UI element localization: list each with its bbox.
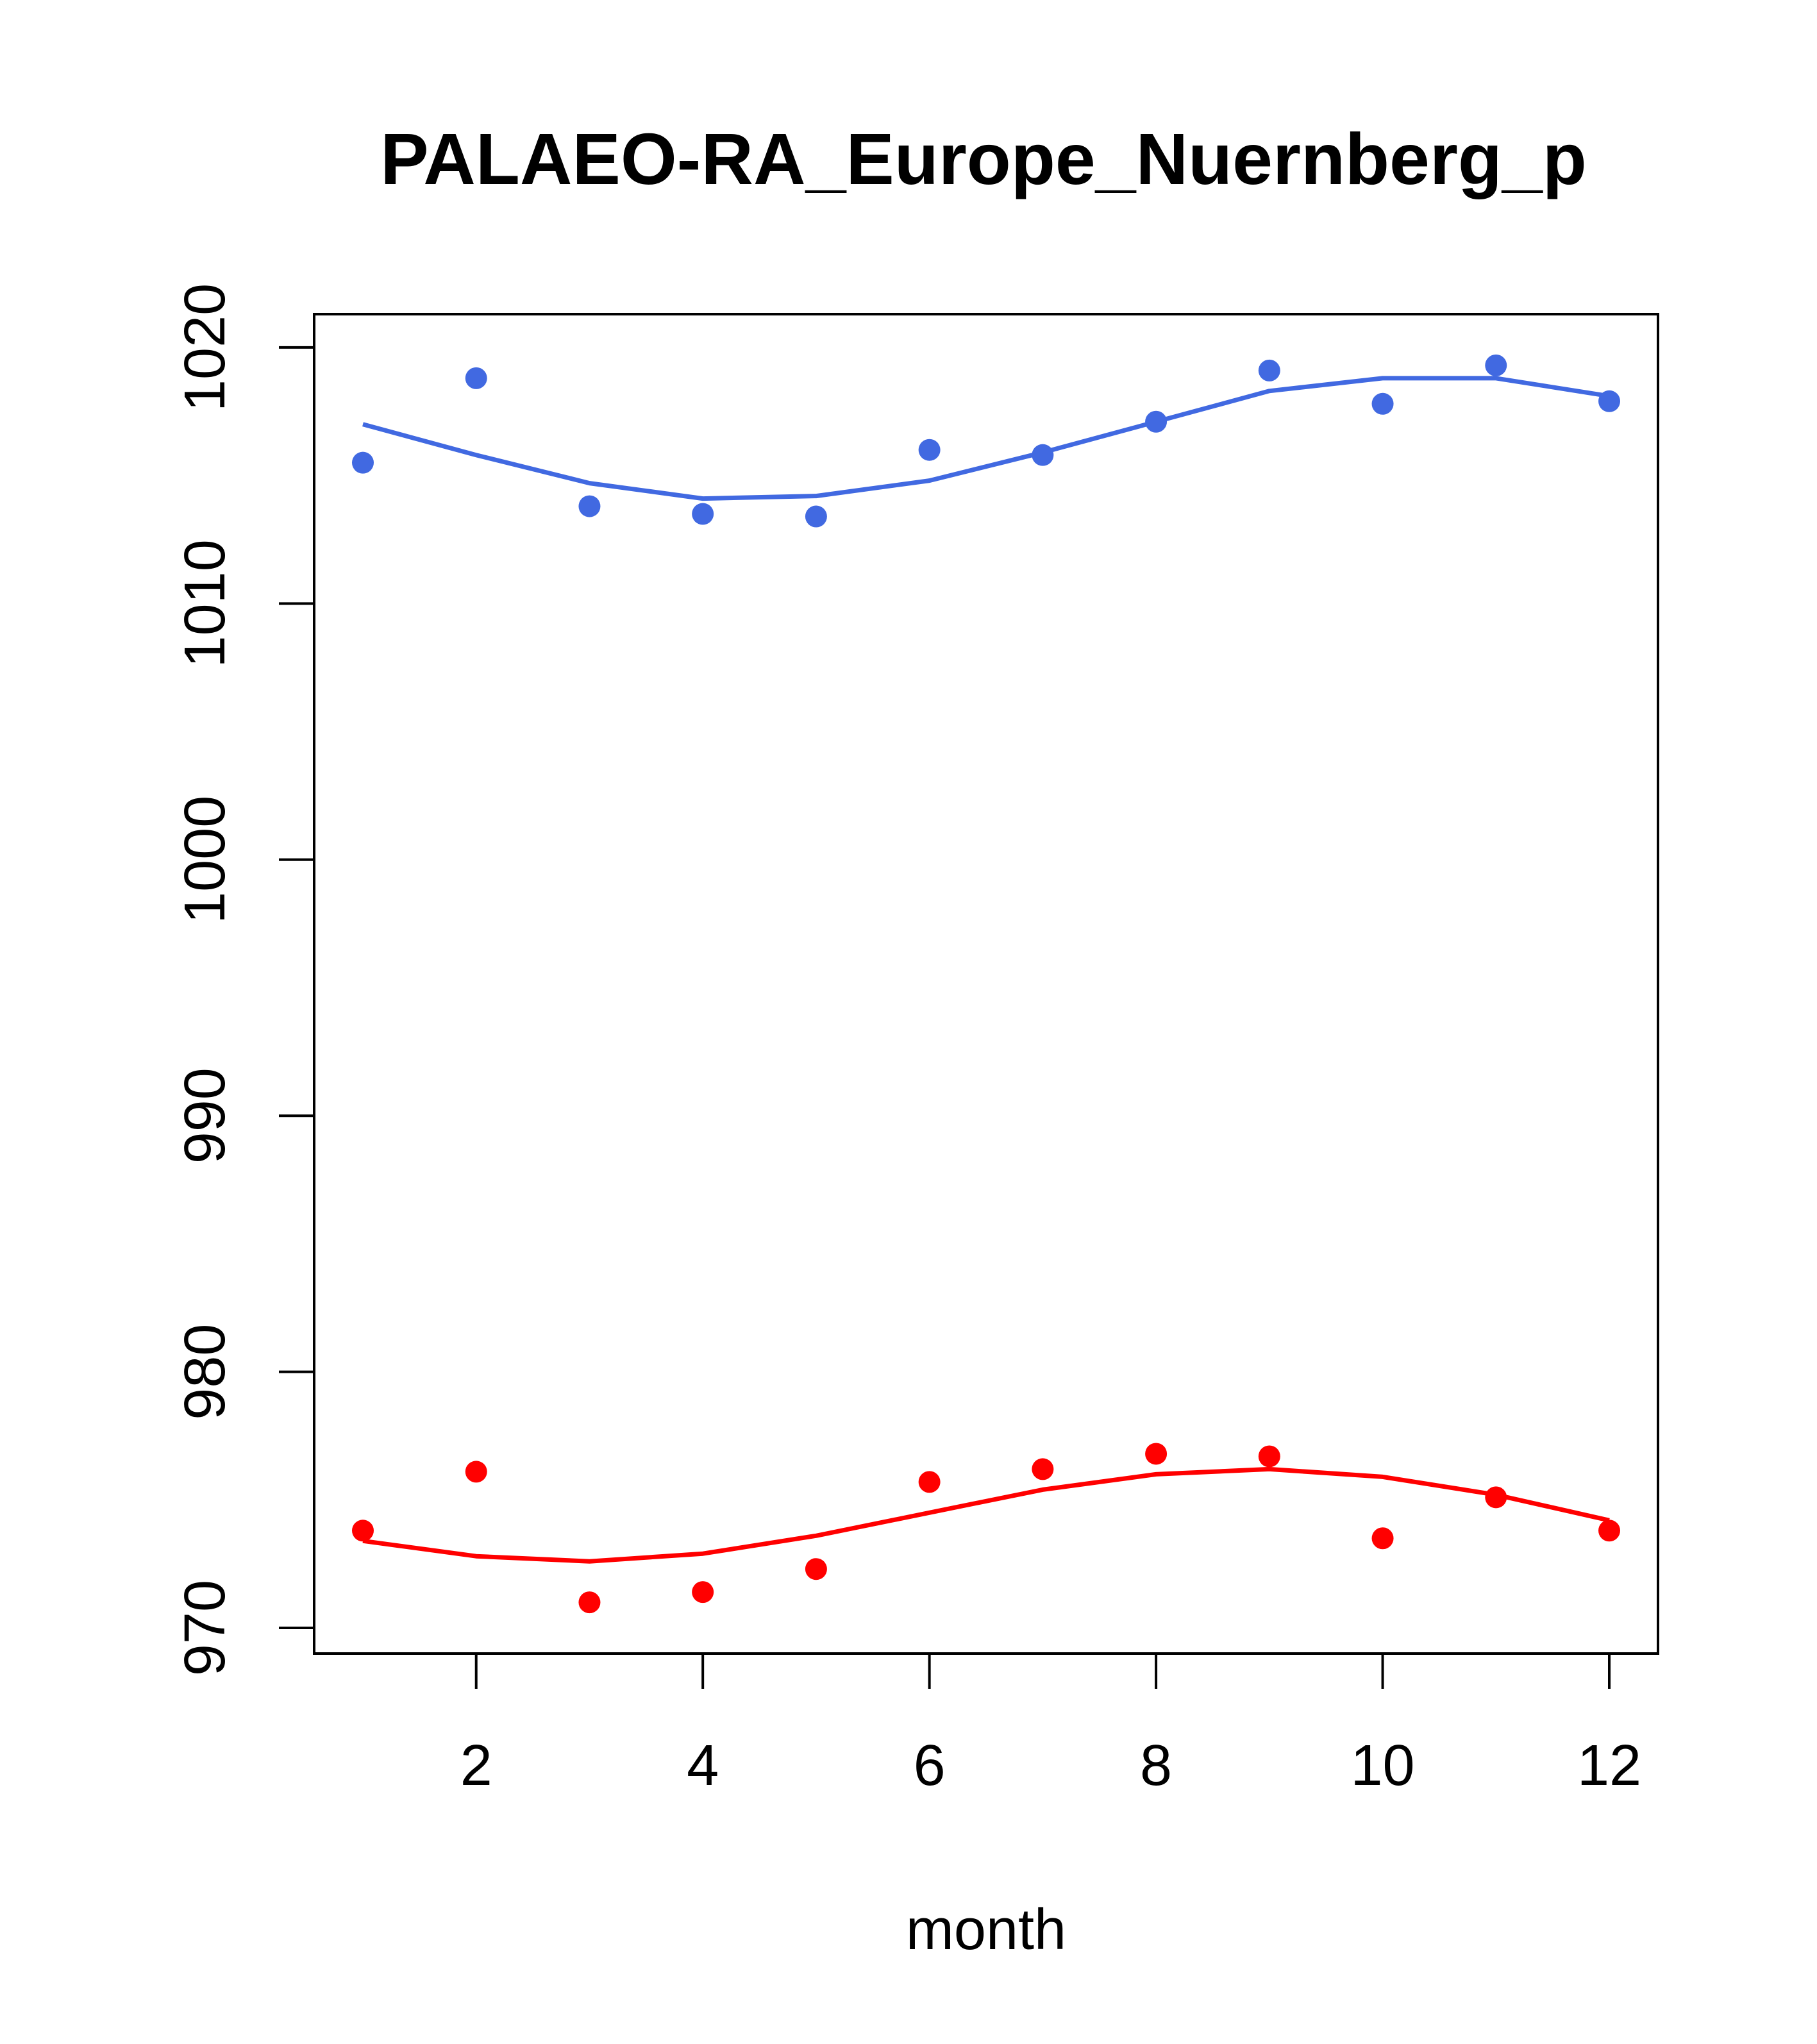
series-1-point — [1485, 354, 1507, 376]
series-2-point — [1032, 1458, 1054, 1480]
series-2-point — [1258, 1445, 1280, 1468]
series-2-point — [1598, 1520, 1621, 1542]
y-tick-label: 980 — [173, 1324, 237, 1420]
x-tick-label: 8 — [1140, 1734, 1172, 1798]
series-1-point — [578, 495, 601, 517]
x-tick-label: 2 — [460, 1734, 492, 1798]
series-1-point — [1371, 392, 1394, 415]
y-tick-label: 970 — [173, 1580, 237, 1676]
y-tick-label: 1000 — [173, 796, 237, 924]
series-1-point — [351, 451, 374, 474]
series-2-point — [578, 1591, 601, 1614]
y-tick-label: 990 — [173, 1068, 237, 1164]
x-tick-label: 10 — [1350, 1734, 1414, 1798]
x-axis-label: month — [906, 1898, 1066, 1962]
series-1-point — [1598, 390, 1621, 412]
chart-title: PALAEO-RA_Europe_Nuernberg_p — [380, 119, 1587, 199]
series-1-point — [1032, 444, 1054, 466]
series-2-point — [351, 1520, 374, 1542]
y-tick-label: 1020 — [173, 283, 237, 412]
series-1-point — [692, 503, 714, 525]
series-1-line — [362, 376, 1610, 501]
y-tick-label: 1010 — [173, 539, 237, 667]
series-2-point — [1145, 1443, 1168, 1465]
y-axis: 970 980 990 1000 1010 1020 — [173, 283, 315, 1676]
series-layer — [351, 354, 1621, 1614]
series-2-point — [805, 1558, 827, 1580]
series-2-point — [692, 1581, 714, 1604]
series-1-point — [1258, 359, 1280, 381]
series-1-point — [465, 367, 487, 389]
series-1-point — [805, 505, 827, 528]
x-tick-label: 4 — [687, 1734, 719, 1798]
x-axis: 2 4 6 8 10 12 — [460, 1652, 1641, 1798]
series-1-point — [918, 439, 941, 461]
x-tick-label: 12 — [1577, 1734, 1641, 1798]
plot-frame — [313, 313, 1659, 1655]
series-2-point — [918, 1471, 941, 1493]
series-2-point — [1485, 1486, 1507, 1509]
x-tick-label: 6 — [914, 1734, 946, 1798]
series-2-line — [362, 1466, 1610, 1564]
series-2-point — [1371, 1527, 1394, 1550]
series-1-point — [1145, 410, 1168, 433]
series-2-point — [465, 1461, 487, 1483]
